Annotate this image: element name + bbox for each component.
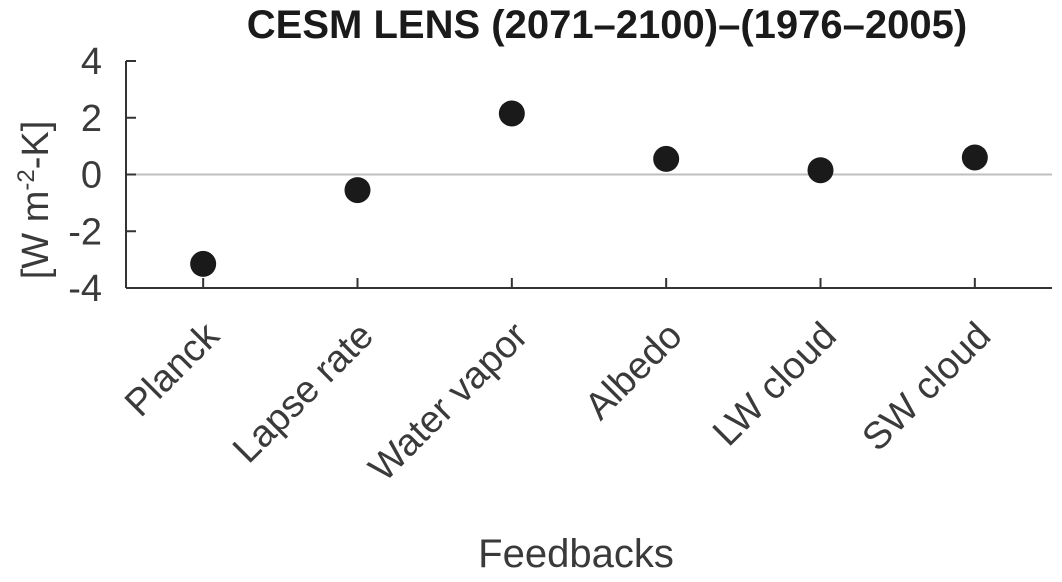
y-axis-label-superscript: -2 xyxy=(13,169,40,190)
x-tick-label: Lapse rate xyxy=(225,315,382,472)
x-tick-label: LW cloud xyxy=(705,315,845,455)
data-point xyxy=(498,100,525,127)
x-tick-label: SW cloud xyxy=(855,315,1000,460)
x-tick-label: Water vapor xyxy=(361,314,536,489)
y-tick-label: -4 xyxy=(68,268,102,310)
data-point xyxy=(961,144,988,171)
chart-title: CESM LENS (2071–2100)–(1976–2005) xyxy=(247,3,967,47)
y-tick-label: 2 xyxy=(81,98,102,140)
x-tick-label: Planck xyxy=(117,314,228,425)
data-point xyxy=(344,177,371,204)
y-axis-label: [W m-2-K] xyxy=(13,121,57,280)
data-point xyxy=(190,250,217,277)
x-axis-label: Feedbacks xyxy=(478,532,674,576)
y-axis-ticks: 4 2 0 -2 -4 xyxy=(68,41,136,310)
y-axis-label-prefix: [W m xyxy=(15,191,57,280)
y-axis-label-suffix: -K] xyxy=(15,121,57,170)
y-tick-label: 0 xyxy=(81,155,102,197)
x-tick-label: Albedo xyxy=(577,315,690,428)
data-point xyxy=(807,157,834,184)
y-tick-label: 4 xyxy=(81,41,102,83)
plot-area xyxy=(125,61,1052,289)
data-points xyxy=(190,100,988,277)
data-point xyxy=(653,145,680,172)
y-tick-label: -2 xyxy=(68,211,102,253)
